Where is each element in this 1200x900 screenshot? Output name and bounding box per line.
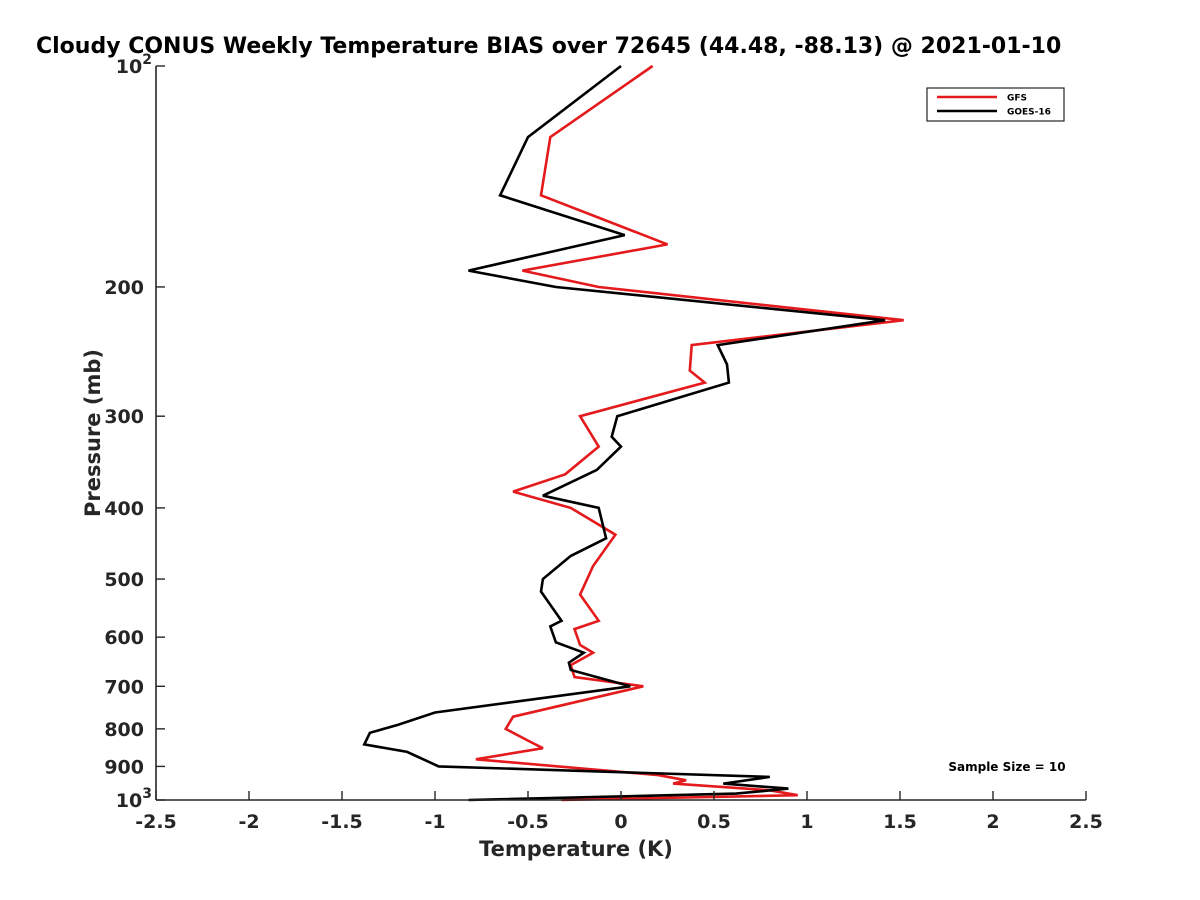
x-tick-label: 1: [800, 811, 813, 833]
x-tick-label: 2.5: [1069, 811, 1103, 833]
y-tick-label: 800: [104, 719, 144, 741]
y-tick-label: 700: [104, 676, 144, 698]
legend-box: [926, 87, 1065, 122]
legend: GFS GOES-16: [926, 87, 1065, 122]
x-tick-label: 0: [614, 811, 627, 833]
x-tick-label: 2: [986, 811, 999, 833]
y-tick-label: 900: [104, 756, 144, 778]
y-tick-label: 102: [116, 52, 152, 78]
legend-label: GOES-16: [1007, 108, 1051, 118]
x-axis-ticks: -2.5 -2 -1.5 -1 -0.5 0 0.5 1 1.5 2 2.5: [135, 791, 1103, 833]
series-line-gfs: [475, 64, 904, 802]
plot-area: -2.5 -2 -1.5 -1 -0.5 0 0.5 1 1.5 2 2.5 102 200 300 40…: [104, 52, 1103, 833]
y-tick-label: 200: [104, 277, 144, 299]
y-tick-label: 600: [104, 627, 144, 649]
x-tick-label: -2: [238, 811, 259, 833]
chart-title: Cloudy CONUS Weekly Temperature BIAS ove…: [36, 34, 1061, 59]
x-axis-label: Temperature (K): [479, 837, 673, 861]
legend-label: GFS: [1007, 94, 1027, 104]
y-axis-label: Pressure (mb): [81, 349, 105, 517]
x-tick-label: -1: [424, 811, 445, 833]
x-tick-label: 1.5: [883, 811, 917, 833]
y-tick-label: 500: [104, 569, 144, 591]
y-tick-label: 103: [116, 786, 152, 812]
x-tick-label: 0.5: [697, 811, 731, 833]
series-layer: [362, 64, 904, 802]
plot-background: [156, 66, 1086, 800]
x-tick-label: -1.5: [321, 811, 363, 833]
y-tick-label: 300: [104, 406, 144, 428]
x-tick-label: -0.5: [507, 811, 549, 833]
sample-size-annotation: Sample Size = 10: [948, 760, 1065, 774]
y-axis-ticks: 102 200 300 400 500 600 700 800 900 103: [104, 52, 165, 812]
series-line-goes-16: [362, 64, 886, 802]
x-tick-label: -2.5: [135, 811, 177, 833]
y-tick-label: 400: [104, 498, 144, 520]
